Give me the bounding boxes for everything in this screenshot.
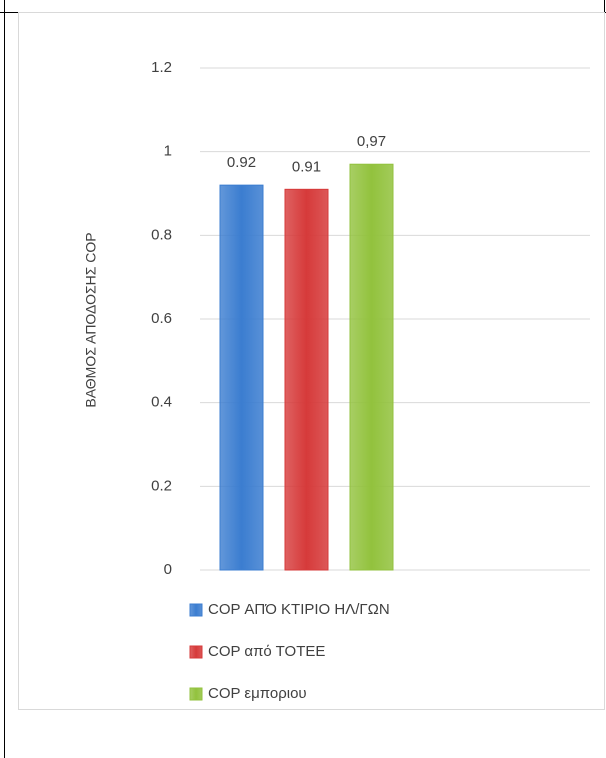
y-tick-label: 0 (164, 561, 172, 578)
bar (219, 184, 264, 571)
data-label: 0.91 (292, 158, 321, 175)
legend-swatch (189, 687, 203, 701)
legend-swatch (189, 645, 203, 659)
y-tick-label: 0.4 (151, 394, 172, 411)
y-tick-label: 0.8 (151, 226, 172, 243)
data-label: 0,97 (357, 133, 386, 150)
legend-label: COP εμποριου (208, 685, 307, 702)
y-tick-label: 1 (164, 143, 172, 160)
chart-frame (18, 12, 605, 710)
legend-swatch (189, 603, 203, 617)
bar (284, 188, 329, 571)
y-tick-label: 0.6 (151, 310, 172, 327)
legend-label: COP από ΤΟΤΕΕ (208, 643, 325, 660)
legend-label: COP ΑΠΌ ΚΤΙΡΙΟ ΗΛ/ΓΩΝ (208, 601, 390, 618)
bar (349, 163, 394, 571)
y-axis-label: ΒΑΘΜΟΣ ΑΠΟΔΟΣΗΣ COP (83, 232, 99, 407)
data-label: 0.92 (227, 154, 256, 171)
y-tick-label: 1.2 (151, 59, 172, 76)
y-tick-label: 0.2 (151, 477, 172, 494)
